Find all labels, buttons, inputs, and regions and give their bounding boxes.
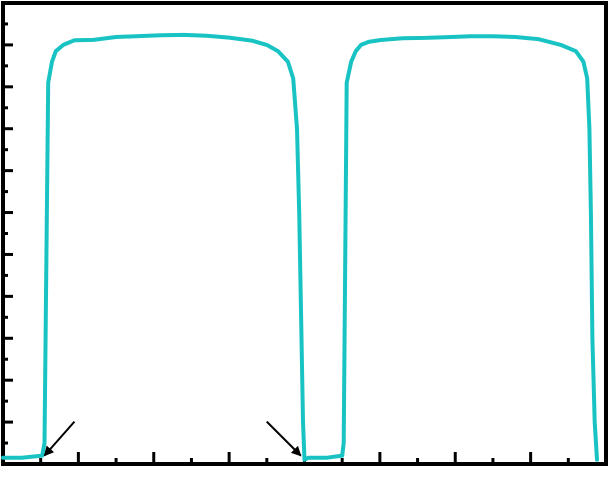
annotation-arrow-1: [266, 420, 302, 457]
annotation-group: [43, 420, 302, 457]
plot-frame: [1, 1, 608, 466]
series-line-0: [1, 32, 599, 462]
annotation-arrow-0: [43, 420, 76, 457]
x-axis-ticks: [39, 452, 570, 464]
y-axis-ticks: [3, 22, 13, 445]
series-group: [1, 32, 599, 462]
